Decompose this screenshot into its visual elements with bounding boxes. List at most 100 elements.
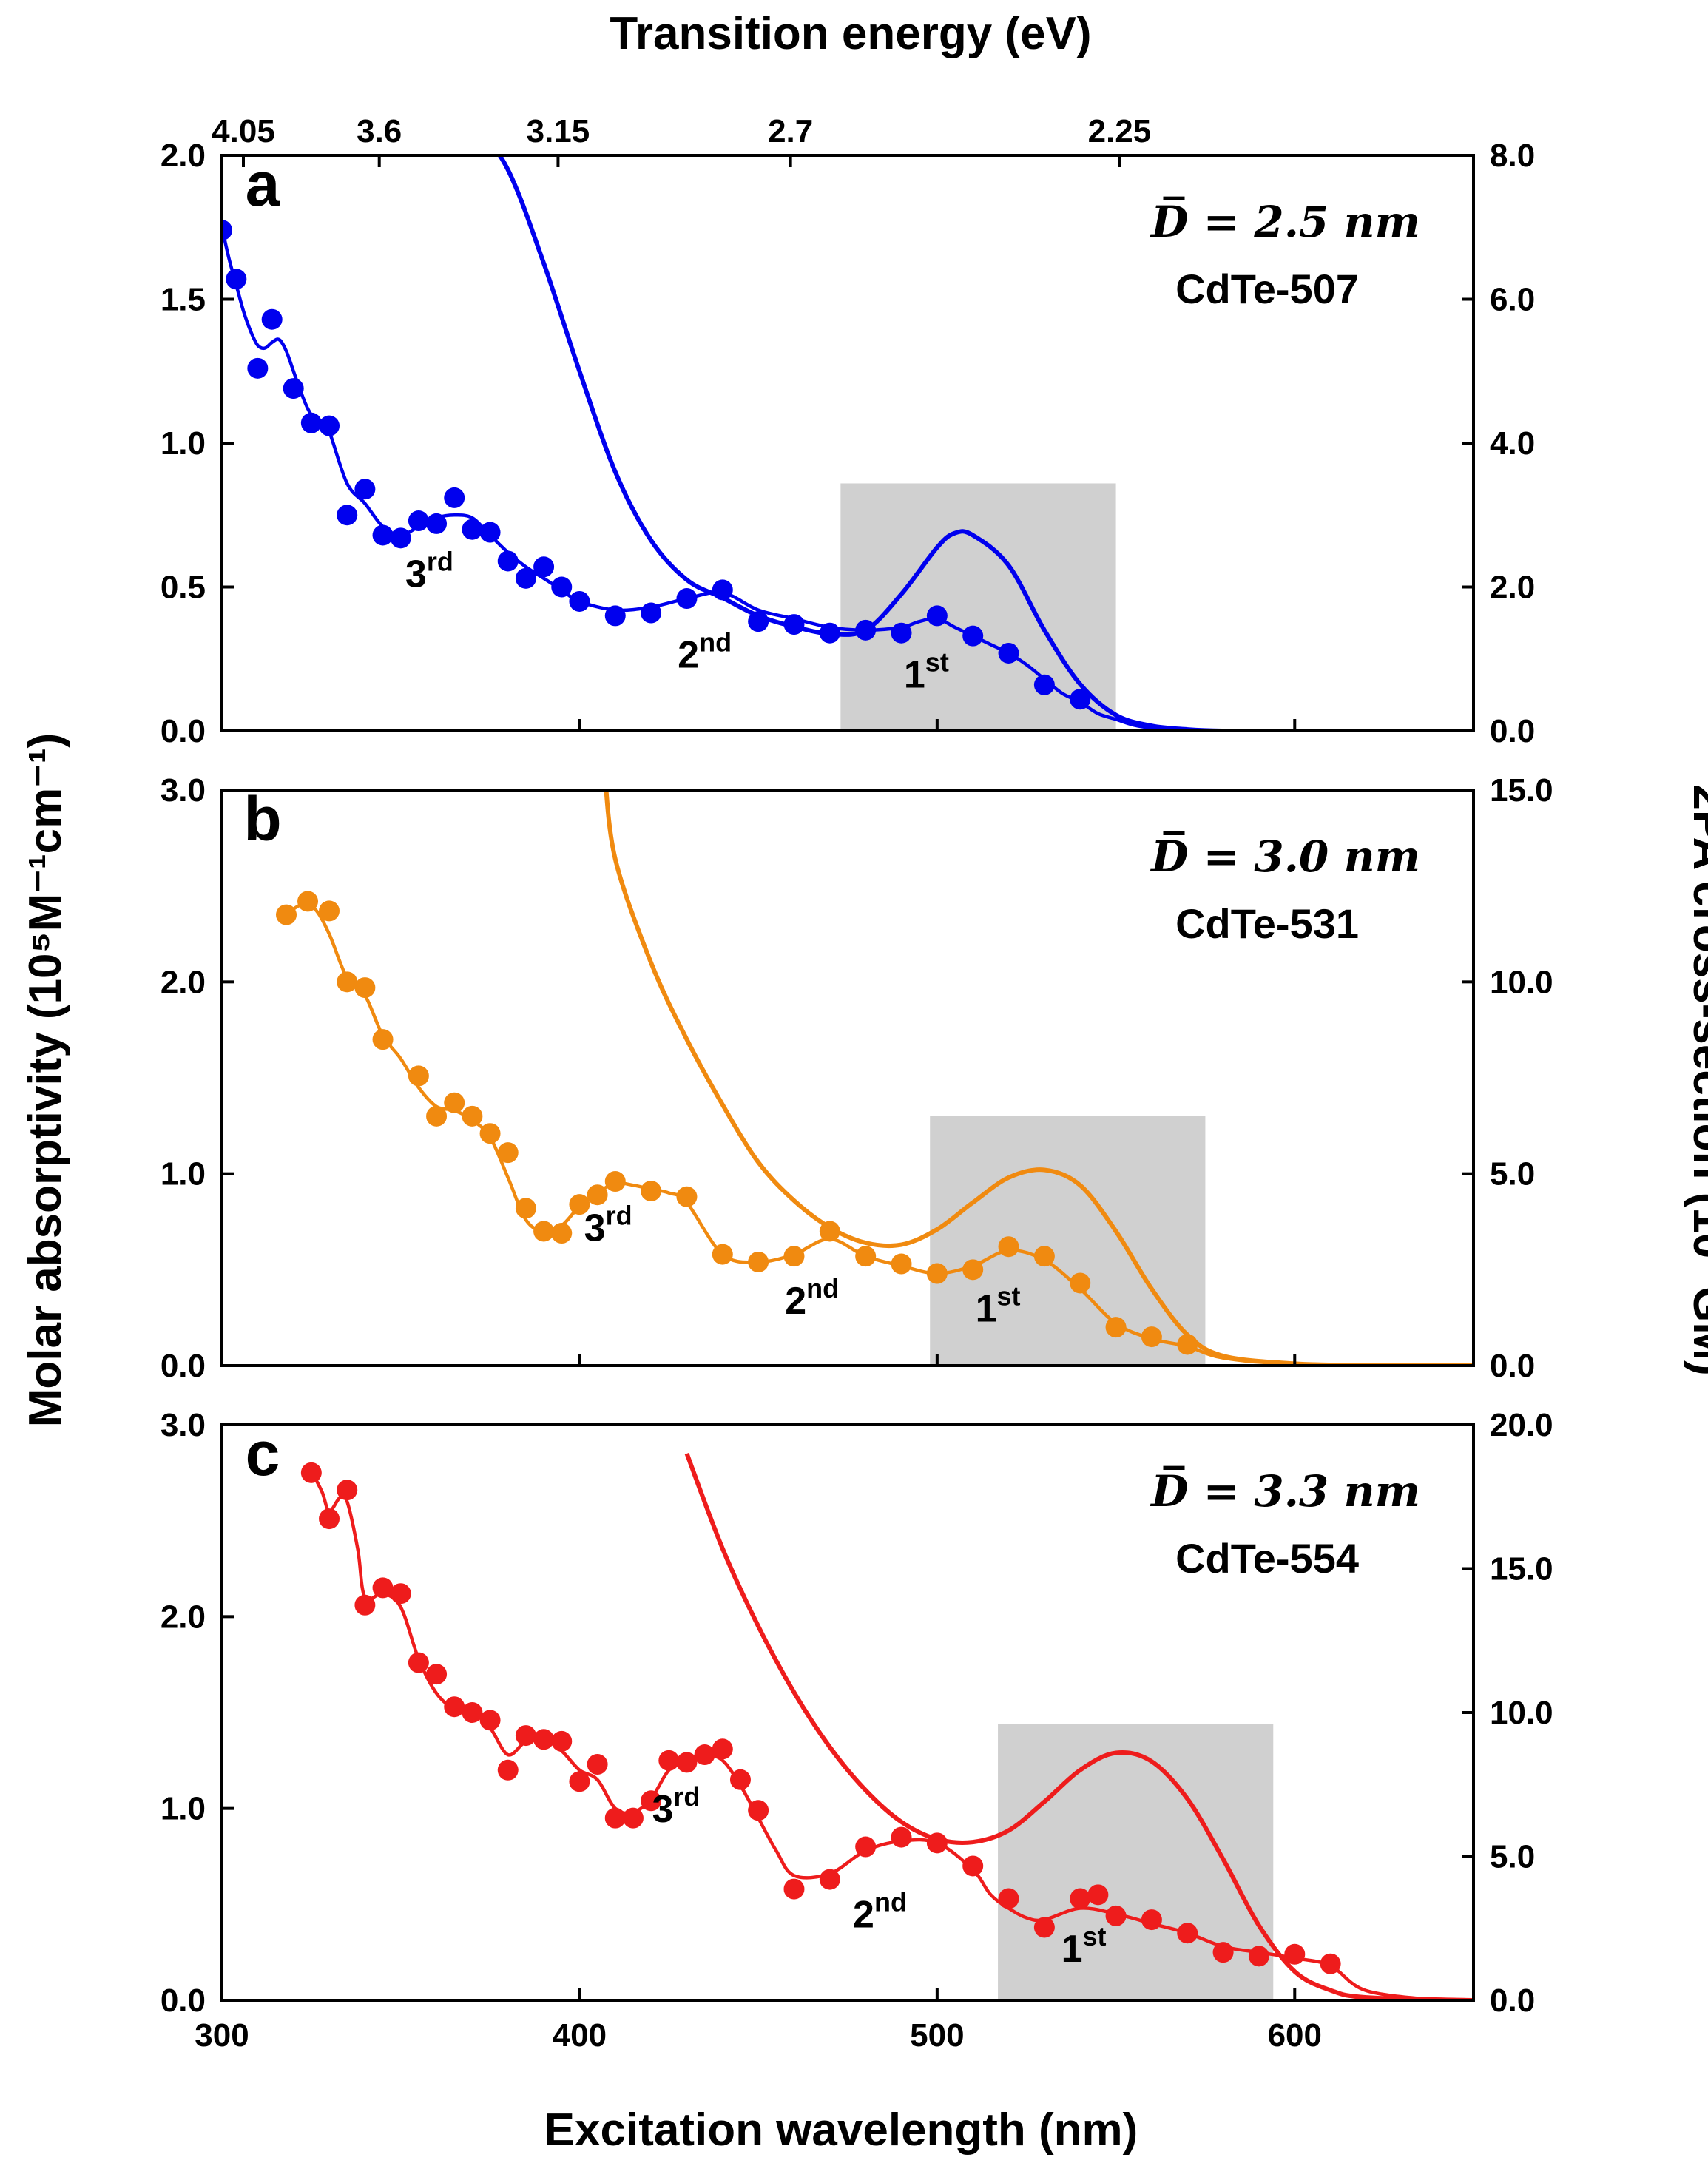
data-point: [748, 1251, 769, 1272]
sample-label: CdTe-507: [1175, 266, 1359, 312]
y-tick-label-left: 1.0: [161, 1791, 206, 1827]
peak-order-label: 2nd: [785, 1273, 839, 1323]
plot-area: [300, 1452, 1474, 2000]
peak-order-number: 2: [853, 1893, 874, 1936]
data-point: [962, 1855, 984, 1877]
y-tick-label-right: 8.0: [1490, 138, 1535, 174]
peak-order-number: 3: [405, 553, 427, 596]
y-tick-label-right: 0.0: [1490, 1983, 1535, 2019]
y-tick-label-left: 2.0: [161, 138, 206, 174]
top-axis-tick-label: 2.7: [768, 113, 813, 149]
y-tick-label-right: 6.0: [1490, 282, 1535, 318]
y-tick-label-right: 2.0: [1490, 570, 1535, 606]
y-tick-label-left: 0.0: [161, 1348, 206, 1384]
data-point: [319, 900, 340, 922]
data-point: [604, 1807, 626, 1829]
data-point: [587, 1184, 608, 1206]
data-point: [276, 904, 297, 925]
data-point: [354, 977, 376, 999]
y-tick-label-right: 10.0: [1490, 964, 1553, 1000]
y-tick-label-right: 4.0: [1490, 425, 1535, 462]
data-point: [569, 1771, 590, 1792]
data-point: [712, 1244, 733, 1265]
sample-label: CdTe-531: [1175, 900, 1359, 947]
data-point: [1177, 1334, 1198, 1355]
y-tick-label-left: 0.0: [161, 1983, 206, 2019]
top-axis-tick-label: 4.05: [212, 113, 275, 149]
data-point: [729, 1769, 751, 1790]
data-point: [891, 1826, 912, 1848]
peak-order-label: 2nd: [678, 627, 732, 676]
data-point: [1087, 1884, 1109, 1906]
data-point: [515, 1725, 536, 1747]
peak-order-suffix: rd: [673, 1781, 700, 1812]
data-point: [533, 1221, 555, 1242]
data-point: [408, 1652, 429, 1673]
y-tick-label-left: 1.0: [161, 425, 206, 462]
data-point: [551, 1223, 573, 1244]
plot-area: [222, 155, 1474, 731]
data-point: [712, 579, 733, 601]
diameter-label: D̅ = 3.3 nm: [1150, 1465, 1420, 1516]
data-point: [604, 1171, 626, 1192]
peak-order-suffix: rd: [427, 547, 453, 577]
data-point: [319, 1508, 340, 1530]
data-point: [408, 1065, 429, 1087]
data-point: [462, 1702, 483, 1723]
data-point: [1033, 1246, 1055, 1267]
data-point: [1033, 674, 1055, 695]
two-photon-fit-curve: [285, 902, 1474, 1366]
y-tick-label-right: 15.0: [1490, 1551, 1553, 1588]
data-point: [300, 1462, 322, 1483]
peak-order-label: 3rd: [652, 1781, 700, 1831]
peak-order-suffix: st: [996, 1281, 1020, 1311]
data-point: [569, 590, 590, 612]
data-point: [998, 642, 1019, 664]
data-point: [783, 614, 805, 635]
data-point: [1248, 1946, 1269, 1967]
peak-order-number: 1: [1061, 1928, 1083, 1971]
peak-order-number: 2: [785, 1280, 806, 1323]
data-point: [247, 357, 269, 379]
peak-order-suffix: nd: [806, 1273, 839, 1303]
data-point: [426, 1105, 448, 1127]
data-point: [641, 1181, 662, 1202]
data-point: [354, 1594, 376, 1616]
data-point: [444, 1092, 465, 1113]
peak-order-label: 1st: [976, 1281, 1021, 1330]
data-point: [497, 1142, 519, 1164]
data-point: [222, 220, 232, 241]
data-point: [819, 1221, 840, 1242]
data-point: [479, 1710, 501, 1731]
peak-order-number: 2: [678, 633, 699, 676]
data-point: [497, 550, 519, 572]
data-point: [926, 1832, 948, 1854]
data-point: [354, 479, 376, 500]
x-tick-label: 600: [1268, 2017, 1322, 2054]
data-point: [1070, 689, 1091, 710]
y-tick-label-right: 5.0: [1490, 1839, 1535, 1875]
peak-order-suffix: nd: [874, 1886, 907, 1917]
data-point: [569, 1194, 590, 1215]
y-tick-label-right: 20.0: [1490, 1407, 1553, 1443]
data-point: [926, 605, 948, 627]
data-point: [390, 527, 411, 549]
data-point: [372, 1577, 394, 1599]
diameter-label: D̅ = 2.5 nm: [1150, 195, 1420, 247]
y-tick-label-left: 3.0: [161, 1407, 206, 1443]
data-point: [337, 505, 358, 526]
peak-order-suffix: nd: [699, 627, 732, 657]
data-point: [658, 1750, 680, 1771]
peak-order-suffix: st: [1083, 1921, 1107, 1951]
data-point: [998, 1236, 1019, 1258]
x-axis-title: Excitation wavelength (nm): [544, 2105, 1138, 2156]
data-point: [1141, 1326, 1162, 1348]
data-point: [479, 522, 501, 543]
y-tick-label-left: 1.0: [161, 1156, 206, 1192]
peak-order-number: 1: [976, 1287, 997, 1330]
data-point: [819, 1869, 840, 1890]
data-point: [676, 1186, 698, 1207]
data-point: [226, 269, 247, 290]
y-tick-label-left: 0.5: [161, 570, 206, 606]
